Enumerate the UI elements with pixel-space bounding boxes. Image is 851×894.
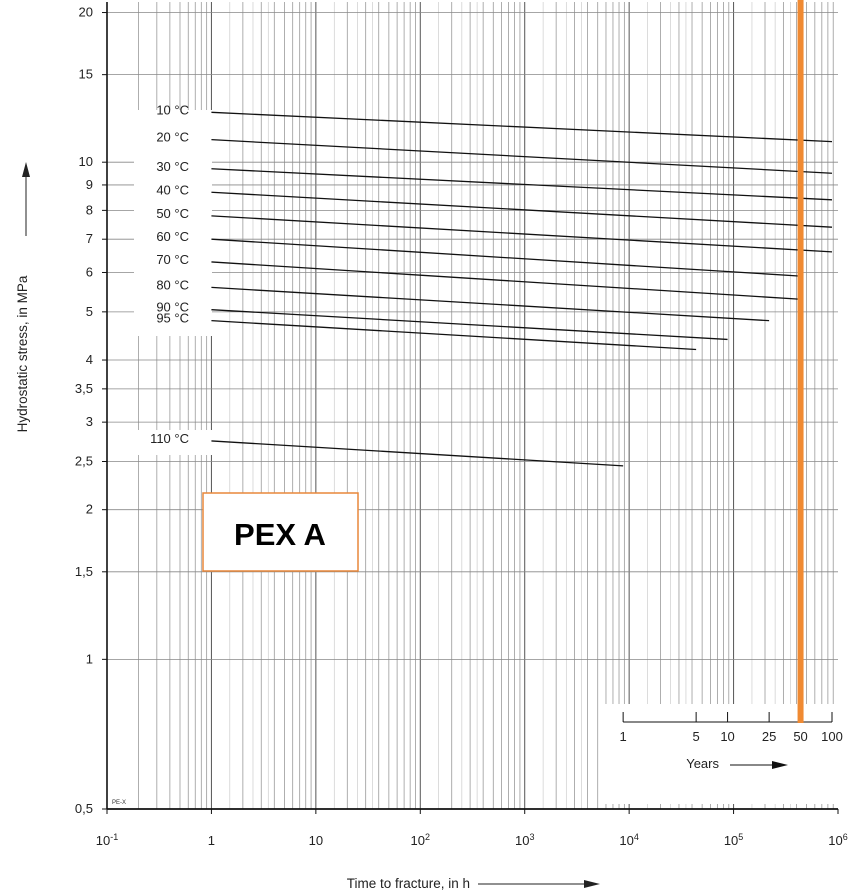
x-tick-label: 102 [411, 832, 430, 848]
x-tick-label: 104 [619, 832, 638, 848]
x-axis-label: Time to fracture, in h [347, 876, 470, 891]
y-tick-label: 5 [86, 304, 93, 319]
y-tick-label: 8 [86, 202, 93, 217]
y-tick-label: 6 [86, 264, 93, 279]
y-tick-label: 3 [86, 414, 93, 429]
plot-frame [106, 2, 838, 810]
y-tick-label: 2 [86, 502, 93, 517]
fifty-year-highlight [797, 0, 804, 723]
y-tick-label: 20 [79, 5, 93, 20]
x-tick-label: 1 [208, 833, 215, 848]
curve-line [211, 286, 770, 322]
curve-line [211, 215, 833, 253]
curve-label: 60 °C [156, 229, 189, 244]
y-axis-arrow [22, 162, 30, 236]
curve-line [211, 320, 697, 351]
curve-label: 95 °C [156, 311, 189, 326]
y-tick-label: 7 [86, 231, 93, 246]
highlight-bar [797, 0, 804, 723]
curve-label: 30 °C [156, 159, 189, 174]
x-tick-label: 10 [309, 833, 323, 848]
years-tick-label: 100 [821, 729, 843, 744]
y-tick-label: 0,5 [75, 801, 93, 816]
pex-annotation-box [202, 492, 359, 572]
y-tick-label: 10 [79, 154, 93, 169]
years-arrow-head [772, 761, 788, 769]
curve-label: 20 °C [156, 130, 189, 145]
y-tick-label: 15 [79, 67, 93, 82]
curve-label: 80 °C [156, 277, 189, 292]
curve-labels: 10 °C 20 °C 30 °C 40 °C 50 °C 60 °C 70 °C 80 °C… [150, 102, 189, 446]
gridlines [106, 2, 838, 809]
material-code-label: PE-X [112, 800, 126, 806]
x-tick-label: 10-1 [96, 832, 118, 848]
curve-label: 10 °C [156, 102, 189, 117]
years-tick-label: 1 [620, 729, 627, 744]
label-backing [134, 110, 212, 336]
isotherm-curves: 10 °C 20 °C 30 °C 40 °C 50 °C 60 °C 70 °C 80 °C… [134, 102, 833, 467]
curve-line [211, 191, 833, 228]
years-tick-label: 25 [762, 729, 776, 744]
y-tick-label: 4 [86, 352, 93, 367]
curve-label: 90 °C [156, 300, 189, 315]
years-tick-label: 5 [693, 729, 700, 744]
x-tick-label: 105 [724, 832, 743, 848]
x-axis-ticks: 10-1 1 10 102 103 104 105 106 [96, 809, 848, 848]
pex-annotation-text: PEX A [234, 517, 326, 552]
curve-line [211, 168, 833, 201]
years-axis-panel: 1 5 10 25 50 100 Years [603, 704, 843, 804]
x-axis-arrow [478, 880, 600, 888]
pex-annotation: PEX A [202, 492, 359, 572]
curve-line [211, 261, 801, 300]
y-tick-label: 3,5 [75, 381, 93, 396]
curve-line [211, 139, 833, 174]
curve-label: 110 °C [150, 431, 189, 446]
label-backing [134, 430, 212, 455]
curve-label: 40 °C [156, 182, 189, 197]
y-tick-label: 1,5 [75, 564, 93, 579]
curve-line [211, 238, 801, 277]
curve-label: 50 °C [156, 206, 189, 221]
years-tick-label: 50 [793, 729, 807, 744]
y-tick-label: 9 [86, 177, 93, 192]
y-tick-label: 1 [86, 651, 93, 666]
curve-label: 70 °C [156, 252, 189, 267]
years-panel-background [603, 704, 839, 804]
curve-line [211, 440, 624, 467]
curve-line [211, 309, 728, 341]
years-tick-label: 10 [720, 729, 734, 744]
x-tick-label: 103 [515, 832, 534, 848]
x-tick-label: 106 [828, 832, 847, 848]
label-backings [134, 110, 212, 455]
y-tick-label: 2,5 [75, 454, 93, 469]
years-axis-label: Years [686, 756, 719, 771]
y-axis-label: Hydrostatic stress, in MPa [15, 275, 30, 432]
curve-line [211, 111, 833, 143]
y-axis-ticks: 0,5 1 1,5 2 2,5 3 3,5 4 5 6 7 8 9 10 15 20 [75, 5, 107, 816]
